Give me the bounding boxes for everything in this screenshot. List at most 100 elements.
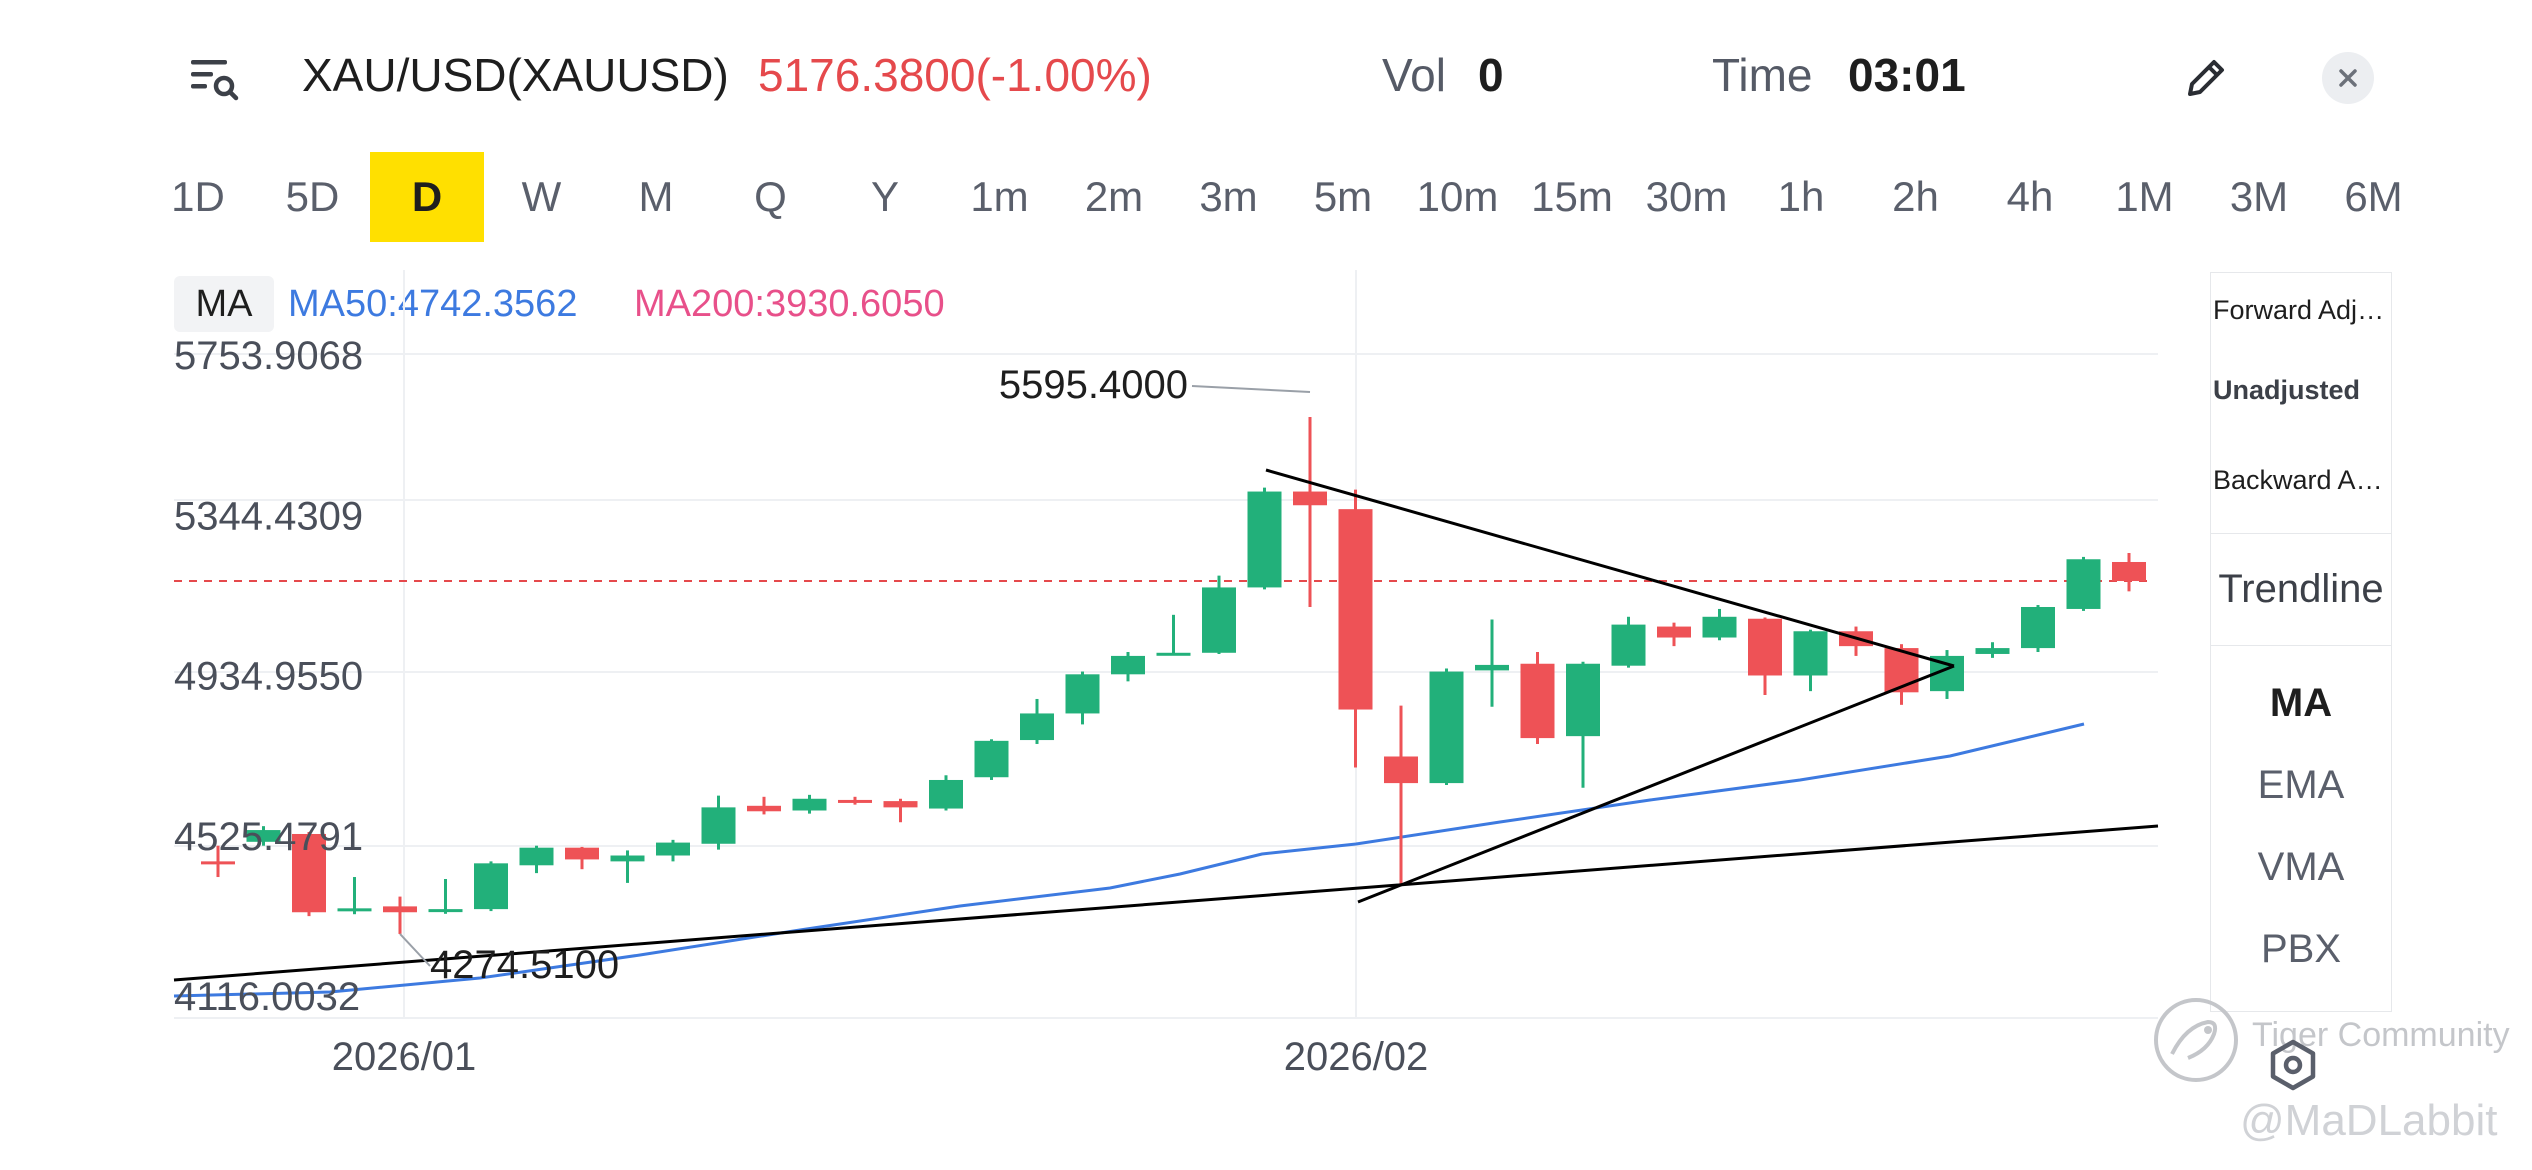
period-tab-2m[interactable]: 2m [1084, 173, 1144, 220]
candle-body [292, 833, 326, 913]
divider [2211, 645, 2391, 646]
indicator-pbx[interactable]: PBX [2260, 927, 2342, 971]
candle-body [1111, 655, 1145, 675]
vol-value: 0 [1478, 49, 1504, 101]
trendline-upper [1265, 468, 1955, 668]
candle [610, 850, 645, 883]
candle [2112, 552, 2146, 592]
candle [1111, 652, 1145, 682]
candle [201, 845, 235, 878]
period-tab-3m[interactable]: 3m [1199, 173, 1258, 220]
candle-body [1338, 509, 1373, 710]
period-tab-1M[interactable]: 1M [2115, 173, 2174, 220]
candle-body [2021, 606, 2055, 649]
candle [428, 878, 463, 914]
candle [383, 896, 417, 934]
side-panel: Forward Adju... Unadjusted Backward Ad..… [2210, 272, 2392, 1012]
candle-body [474, 863, 508, 910]
period-tab-1D[interactable]: 1D [171, 173, 225, 220]
menu-search-icon[interactable] [185, 50, 241, 106]
candle-body [1702, 616, 1737, 638]
period-tab-M[interactable]: M [638, 173, 674, 220]
candle-body [792, 798, 827, 811]
candle-body [1247, 491, 1282, 588]
period-tab-5D[interactable]: 5D [285, 173, 340, 220]
trendline-button[interactable]: Trendline [2218, 567, 2384, 611]
candle [1839, 626, 1873, 656]
chart-header: XAU/USD(XAUUSD) 5176.3800(-1.00%) Vol 0 … [0, 0, 2532, 150]
candle-body [1065, 674, 1100, 714]
candle [474, 861, 508, 912]
candle [1475, 619, 1509, 707]
period-tab-2h[interactable]: 2h [1892, 173, 1939, 220]
candle [1930, 650, 1964, 699]
indicator-ma[interactable]: MA [2269, 681, 2333, 725]
period-tab-1m[interactable]: 1m [970, 173, 1029, 220]
candle-body [519, 847, 554, 866]
candle-body [1657, 626, 1691, 638]
close-icon[interactable] [2322, 52, 2374, 104]
indicator-tag[interactable]: MA [174, 276, 274, 332]
candle-body [974, 740, 1009, 778]
x-tick-label: 2026/02 [1284, 1035, 1429, 1079]
period-tab-10m[interactable]: 10m [1416, 173, 1499, 220]
candle [656, 839, 690, 862]
indicator-vma[interactable]: VMA [2257, 845, 2345, 889]
symbol-name[interactable]: XAU/USD(XAUUSD) [302, 49, 729, 101]
period-tab-4h[interactable]: 4h [2006, 173, 2054, 220]
period-tab-6M[interactable]: 6M [2344, 173, 2403, 220]
period-tab-Y[interactable]: Y [870, 173, 899, 220]
period-tab-15m[interactable]: 15m [1531, 173, 1613, 220]
time-value: 03:01 [1848, 49, 1966, 101]
candle-body [747, 805, 781, 812]
low-leader [399, 933, 431, 967]
low-annotation: 4274.5100 [430, 943, 619, 987]
candle-body [883, 801, 918, 808]
candle [1020, 698, 1054, 744]
candle [292, 832, 326, 917]
candle [565, 846, 599, 870]
period-tab-5m[interactable]: 5m [1313, 173, 1373, 220]
high-annotation: 5595.4000 [999, 363, 1188, 407]
period-tab-Q[interactable]: Q [754, 173, 787, 220]
candle [1429, 668, 1464, 786]
settings-icon[interactable] [2264, 1036, 2322, 1094]
candle [929, 775, 963, 811]
candle-body [1930, 655, 1964, 692]
pencil-icon[interactable] [2178, 50, 2234, 106]
period-tab-30m[interactable]: 30m [1645, 173, 1728, 220]
indicator-ema[interactable]: EMA [2257, 763, 2345, 807]
candle-body [337, 908, 372, 912]
x-tick-label: 2026/01 [332, 1035, 477, 1079]
period-tab-W[interactable]: W [521, 173, 562, 220]
candle [792, 794, 827, 814]
backward-adjust-option[interactable]: Backward Ad... [2213, 465, 2389, 495]
watermark-user: @MaDLabbit [2240, 1096, 2498, 1145]
candle-body [383, 906, 417, 913]
candle [1384, 705, 1418, 885]
period-tab-1h[interactable]: 1h [1777, 173, 1825, 220]
candle [1202, 575, 1236, 654]
candle [974, 739, 1009, 780]
candle-body [428, 909, 463, 913]
candle [1793, 629, 1828, 692]
candle-body [1520, 663, 1555, 739]
time-label: Time [1712, 49, 1813, 101]
candle [337, 877, 372, 915]
candle [1065, 671, 1100, 725]
candle-body [1748, 618, 1782, 676]
ma50-line [173, 722, 2085, 998]
candle-body [201, 861, 235, 865]
period-tab-3M[interactable]: 3M [2229, 173, 2289, 220]
candle-body [1020, 713, 1054, 741]
forward-adjust-option[interactable]: Forward Adju... [2213, 295, 2389, 325]
unadjusted-option[interactable]: Unadjusted [2213, 375, 2361, 405]
candle [1156, 614, 1191, 656]
candle-body [565, 847, 599, 860]
candle-body [246, 830, 281, 842]
y-tick-label: 4934.9550 [174, 655, 363, 699]
candle [246, 826, 281, 846]
price-change: 5176.3800(-1.00%) [758, 49, 1152, 101]
period-tab-D[interactable]: D [370, 152, 484, 242]
candle-body [1293, 491, 1327, 506]
